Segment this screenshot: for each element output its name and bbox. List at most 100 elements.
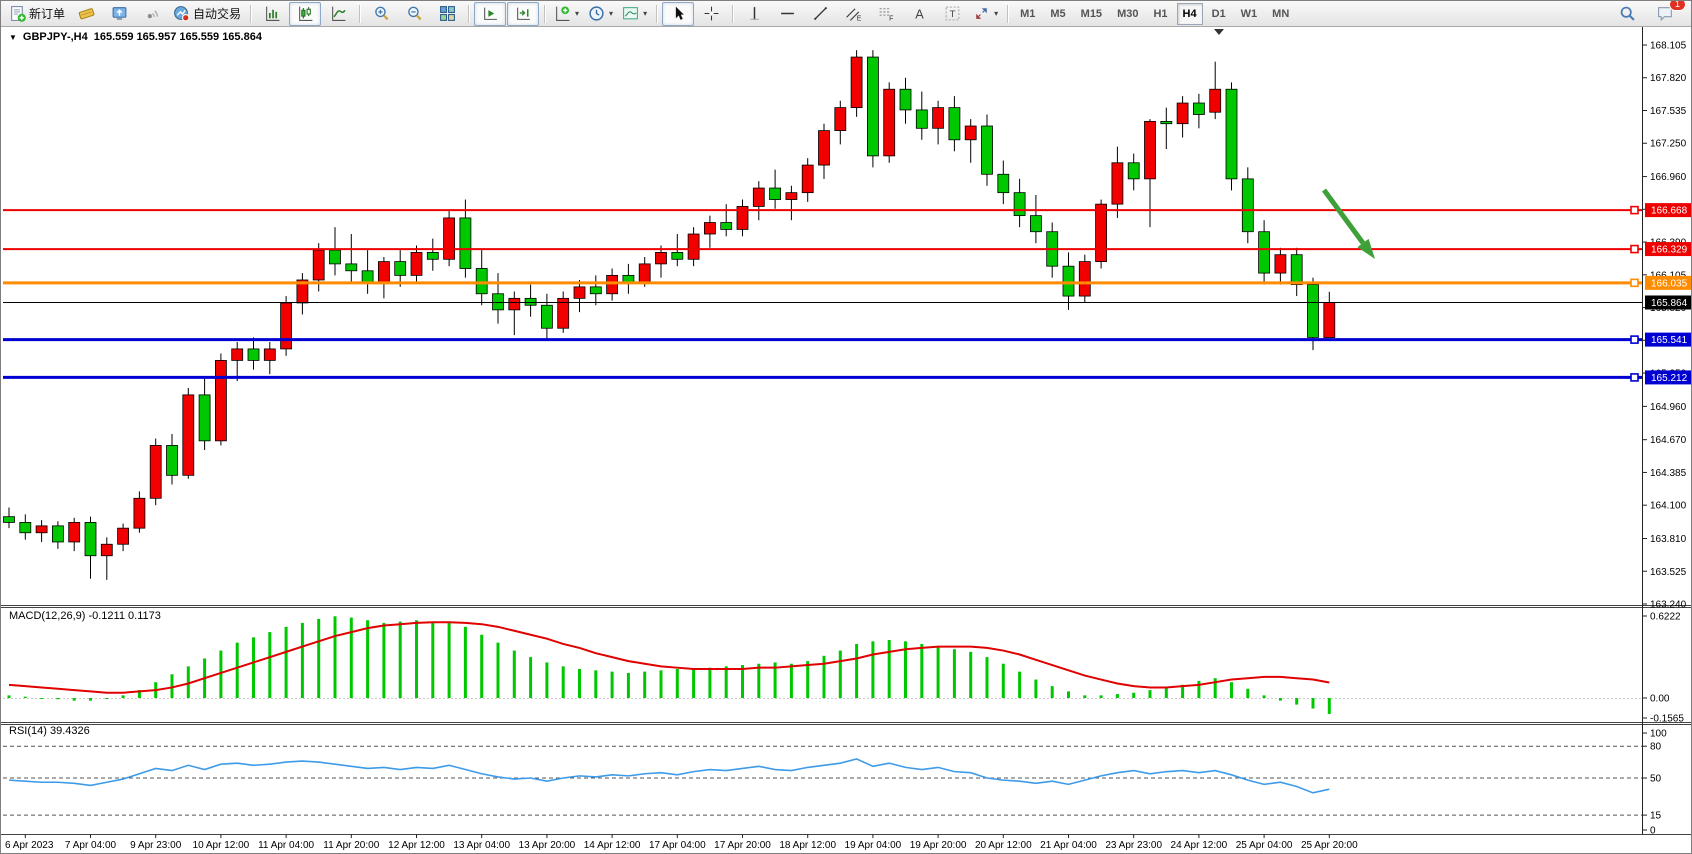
signals-button[interactable] xyxy=(136,2,168,26)
auto-scroll-button[interactable] xyxy=(474,1,507,26)
candlestick[interactable] xyxy=(182,394,195,476)
candlestick[interactable] xyxy=(573,286,586,299)
label-tool-button[interactable]: T xyxy=(936,2,968,26)
rsi-pane[interactable] xyxy=(3,745,1642,816)
candlestick[interactable] xyxy=(198,394,211,442)
candlestick[interactable] xyxy=(1078,261,1091,297)
candlestick[interactable] xyxy=(948,107,961,141)
candlestick[interactable] xyxy=(1160,121,1173,125)
candlestick[interactable] xyxy=(361,270,374,283)
fibonacci-button[interactable]: F xyxy=(870,2,902,26)
candlestick[interactable] xyxy=(345,263,358,272)
candlestick[interactable] xyxy=(35,525,48,534)
candlestick[interactable] xyxy=(19,522,32,534)
candlestick[interactable] xyxy=(541,304,553,329)
timeframe-h4-button[interactable]: H4 xyxy=(1176,2,1203,25)
candlestick[interactable] xyxy=(68,522,81,543)
channel-button[interactable]: E xyxy=(837,2,869,26)
chevron-down-icon[interactable]: ▾ xyxy=(575,9,580,18)
autotrading-button[interactable]: 自动交易 xyxy=(169,2,245,26)
periods-button[interactable]: ▾ xyxy=(584,2,617,26)
candlestick[interactable] xyxy=(52,525,64,543)
candlestick[interactable] xyxy=(704,222,716,235)
price-line-label-box[interactable] xyxy=(1645,203,1692,218)
timeframe-h1-button[interactable]: H1 xyxy=(1153,7,1168,20)
candlestick[interactable] xyxy=(329,249,341,265)
candlestick[interactable] xyxy=(1290,254,1303,285)
candlestick[interactable] xyxy=(3,516,15,523)
arrows-tool-button[interactable]: ▾ xyxy=(969,2,1002,26)
chart-shift-marker-icon[interactable] xyxy=(1214,29,1224,35)
candlestick[interactable] xyxy=(247,348,260,361)
sell-signal-arrow[interactable] xyxy=(1321,188,1375,259)
hline-button[interactable] xyxy=(771,2,803,26)
candlestick[interactable] xyxy=(492,293,504,311)
candlestick[interactable] xyxy=(997,173,1010,194)
candlestick[interactable] xyxy=(1323,302,1336,338)
candlestick[interactable] xyxy=(117,527,129,545)
candlestick[interactable] xyxy=(426,251,439,260)
candlestick[interactable] xyxy=(867,56,879,157)
candlestick[interactable] xyxy=(394,261,407,276)
text-tool-button[interactable]: A xyxy=(903,2,935,26)
candlestick[interactable] xyxy=(377,261,390,283)
cursor-button[interactable] xyxy=(662,1,695,26)
chart-shift-button[interactable] xyxy=(507,1,540,26)
macd-pane[interactable] xyxy=(3,616,1642,714)
timeframe-d1-button[interactable]: D1 xyxy=(1211,7,1226,20)
timeframe-m15-button[interactable]: M15 xyxy=(1080,7,1103,20)
candle-chart-button[interactable] xyxy=(289,1,322,26)
candlestick[interactable] xyxy=(899,88,912,111)
candlestick[interactable] xyxy=(1225,88,1238,180)
chart-title-expand-icon[interactable]: ▼ xyxy=(9,32,17,42)
line-anchor-handle[interactable] xyxy=(1630,373,1639,382)
search-button[interactable] xyxy=(1611,2,1643,26)
timeframe-mn-button[interactable]: MN xyxy=(1272,7,1290,20)
candlestick[interactable] xyxy=(231,348,244,361)
candlestick[interactable] xyxy=(1062,265,1075,297)
candlestick[interactable] xyxy=(557,297,570,329)
timeframe-m1-button[interactable]: M1 xyxy=(1020,7,1036,20)
candlestick[interactable] xyxy=(508,297,521,311)
ticket-button[interactable] xyxy=(70,2,102,26)
line-anchor-handle[interactable] xyxy=(1630,335,1639,344)
price-line-label-box[interactable] xyxy=(1645,295,1692,310)
line-anchor-handle[interactable] xyxy=(1630,205,1639,215)
candlestick[interactable] xyxy=(1307,284,1319,338)
templates-button[interactable]: ▾ xyxy=(618,2,651,26)
candlestick[interactable] xyxy=(459,217,472,269)
candlestick[interactable] xyxy=(1193,102,1205,115)
candlestick[interactable] xyxy=(964,125,977,141)
timeframe-w1-button[interactable]: W1 xyxy=(1240,7,1258,20)
candlestick[interactable] xyxy=(785,192,798,200)
crosshair-button[interactable] xyxy=(695,2,727,26)
price-line-label-box[interactable] xyxy=(1645,332,1692,347)
candlestick[interactable] xyxy=(1095,203,1107,262)
new-order-button[interactable]: 新订单 xyxy=(5,2,69,26)
candlestick[interactable] xyxy=(981,125,993,175)
candlestick[interactable] xyxy=(720,222,733,230)
candlestick[interactable] xyxy=(801,164,814,194)
candlestick[interactable] xyxy=(752,187,765,207)
candlestick[interactable] xyxy=(312,249,325,281)
candlestick[interactable] xyxy=(1241,178,1254,233)
candlestick[interactable] xyxy=(589,286,602,295)
tile-windows-button[interactable] xyxy=(431,2,463,26)
candlestick[interactable] xyxy=(834,107,847,132)
candlestick[interactable] xyxy=(883,88,896,157)
candlestick[interactable] xyxy=(214,360,227,442)
candlestick[interactable] xyxy=(263,348,276,361)
publish-button[interactable] xyxy=(103,2,135,26)
candlestick[interactable] xyxy=(410,251,423,276)
candlestick[interactable] xyxy=(818,130,830,166)
candlestick[interactable] xyxy=(84,522,97,557)
candlestick[interactable] xyxy=(149,445,162,499)
candlestick[interactable] xyxy=(1127,162,1140,180)
candlestick-series[interactable] xyxy=(3,50,1336,580)
chevron-down-icon[interactable]: ▾ xyxy=(643,9,648,18)
vline-button[interactable] xyxy=(738,2,770,26)
candlestick[interactable] xyxy=(166,445,178,476)
candlestick[interactable] xyxy=(1258,231,1270,274)
candlestick[interactable] xyxy=(638,263,651,283)
candlestick[interactable] xyxy=(443,217,456,260)
